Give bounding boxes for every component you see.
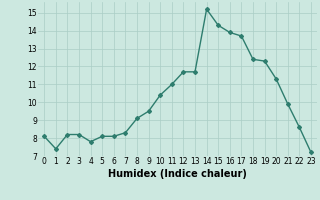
X-axis label: Humidex (Indice chaleur): Humidex (Indice chaleur) [108,169,247,179]
